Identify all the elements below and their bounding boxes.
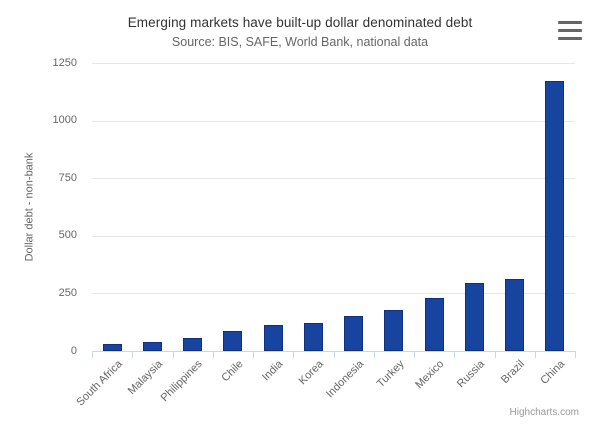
bar-philippines[interactable]: [183, 338, 203, 351]
x-axis-label-text: Indonesia: [323, 358, 367, 401]
y-axis-label: 0: [70, 344, 77, 357]
x-axis-label-text: India: [260, 358, 286, 384]
x-axis-label-text: China: [538, 358, 568, 387]
gridline: [92, 120, 575, 122]
hamburger-icon: [558, 20, 582, 40]
export-menu-button[interactable]: [556, 18, 584, 42]
gridline: [92, 293, 575, 295]
bar-korea[interactable]: [303, 322, 323, 351]
x-axis-label-text: Turkey: [374, 358, 407, 390]
gridline: [92, 235, 575, 237]
bar-brazil[interactable]: [505, 278, 525, 351]
credits-link[interactable]: Highcharts.com: [509, 407, 579, 418]
x-axis-tick: [534, 352, 536, 358]
bar-south-africa[interactable]: [102, 343, 122, 351]
y-axis-label: 1250: [52, 56, 77, 69]
x-axis-label-text: Chile: [219, 358, 246, 385]
y-axis-label: 1000: [52, 114, 77, 127]
bar-chile[interactable]: [223, 331, 243, 351]
x-axis-label-text: Mexico: [413, 358, 447, 392]
bar-india[interactable]: [263, 325, 283, 351]
bar-china[interactable]: [545, 81, 565, 351]
x-axis-tick: [132, 352, 134, 358]
bar-malaysia[interactable]: [142, 342, 162, 351]
x-axis-label-text: Russia: [454, 358, 487, 391]
bar-russia[interactable]: [464, 283, 484, 351]
x-axis-tick: [494, 352, 496, 358]
x-axis-label-text: Philippines: [159, 358, 206, 405]
x-axis-tick: [373, 352, 375, 358]
bar-mexico[interactable]: [424, 298, 444, 351]
y-axis-label: 750: [58, 171, 77, 184]
bar-turkey[interactable]: [384, 310, 404, 351]
gridline: [92, 63, 575, 64]
x-axis-line: [92, 351, 576, 352]
x-axis-tick: [575, 352, 576, 358]
chart-title: Emerging markets have built-up dollar de…: [127, 15, 473, 30]
x-axis-label-text: Malaysia: [125, 358, 165, 398]
x-axis-label-text: Brazil: [499, 358, 528, 386]
gridline: [92, 178, 575, 180]
x-axis-tick: [454, 352, 456, 358]
x-axis-tick: [172, 352, 174, 358]
x-axis-tick: [92, 352, 93, 358]
y-axis-label: 500: [58, 229, 77, 242]
x-axis-label-text: Korea: [296, 358, 326, 388]
bar-indonesia[interactable]: [344, 316, 364, 351]
x-axis-tick: [253, 352, 254, 358]
chart-subtitle: Source: BIS, SAFE, World Bank, national …: [171, 35, 429, 49]
y-axis-label: 250: [58, 286, 77, 299]
x-axis-tick: [414, 352, 415, 358]
x-axis-tick: [293, 352, 295, 358]
x-axis-tick: [333, 352, 335, 358]
x-axis-tick: [212, 352, 214, 358]
x-axis-label-text: South Africa: [74, 358, 125, 409]
